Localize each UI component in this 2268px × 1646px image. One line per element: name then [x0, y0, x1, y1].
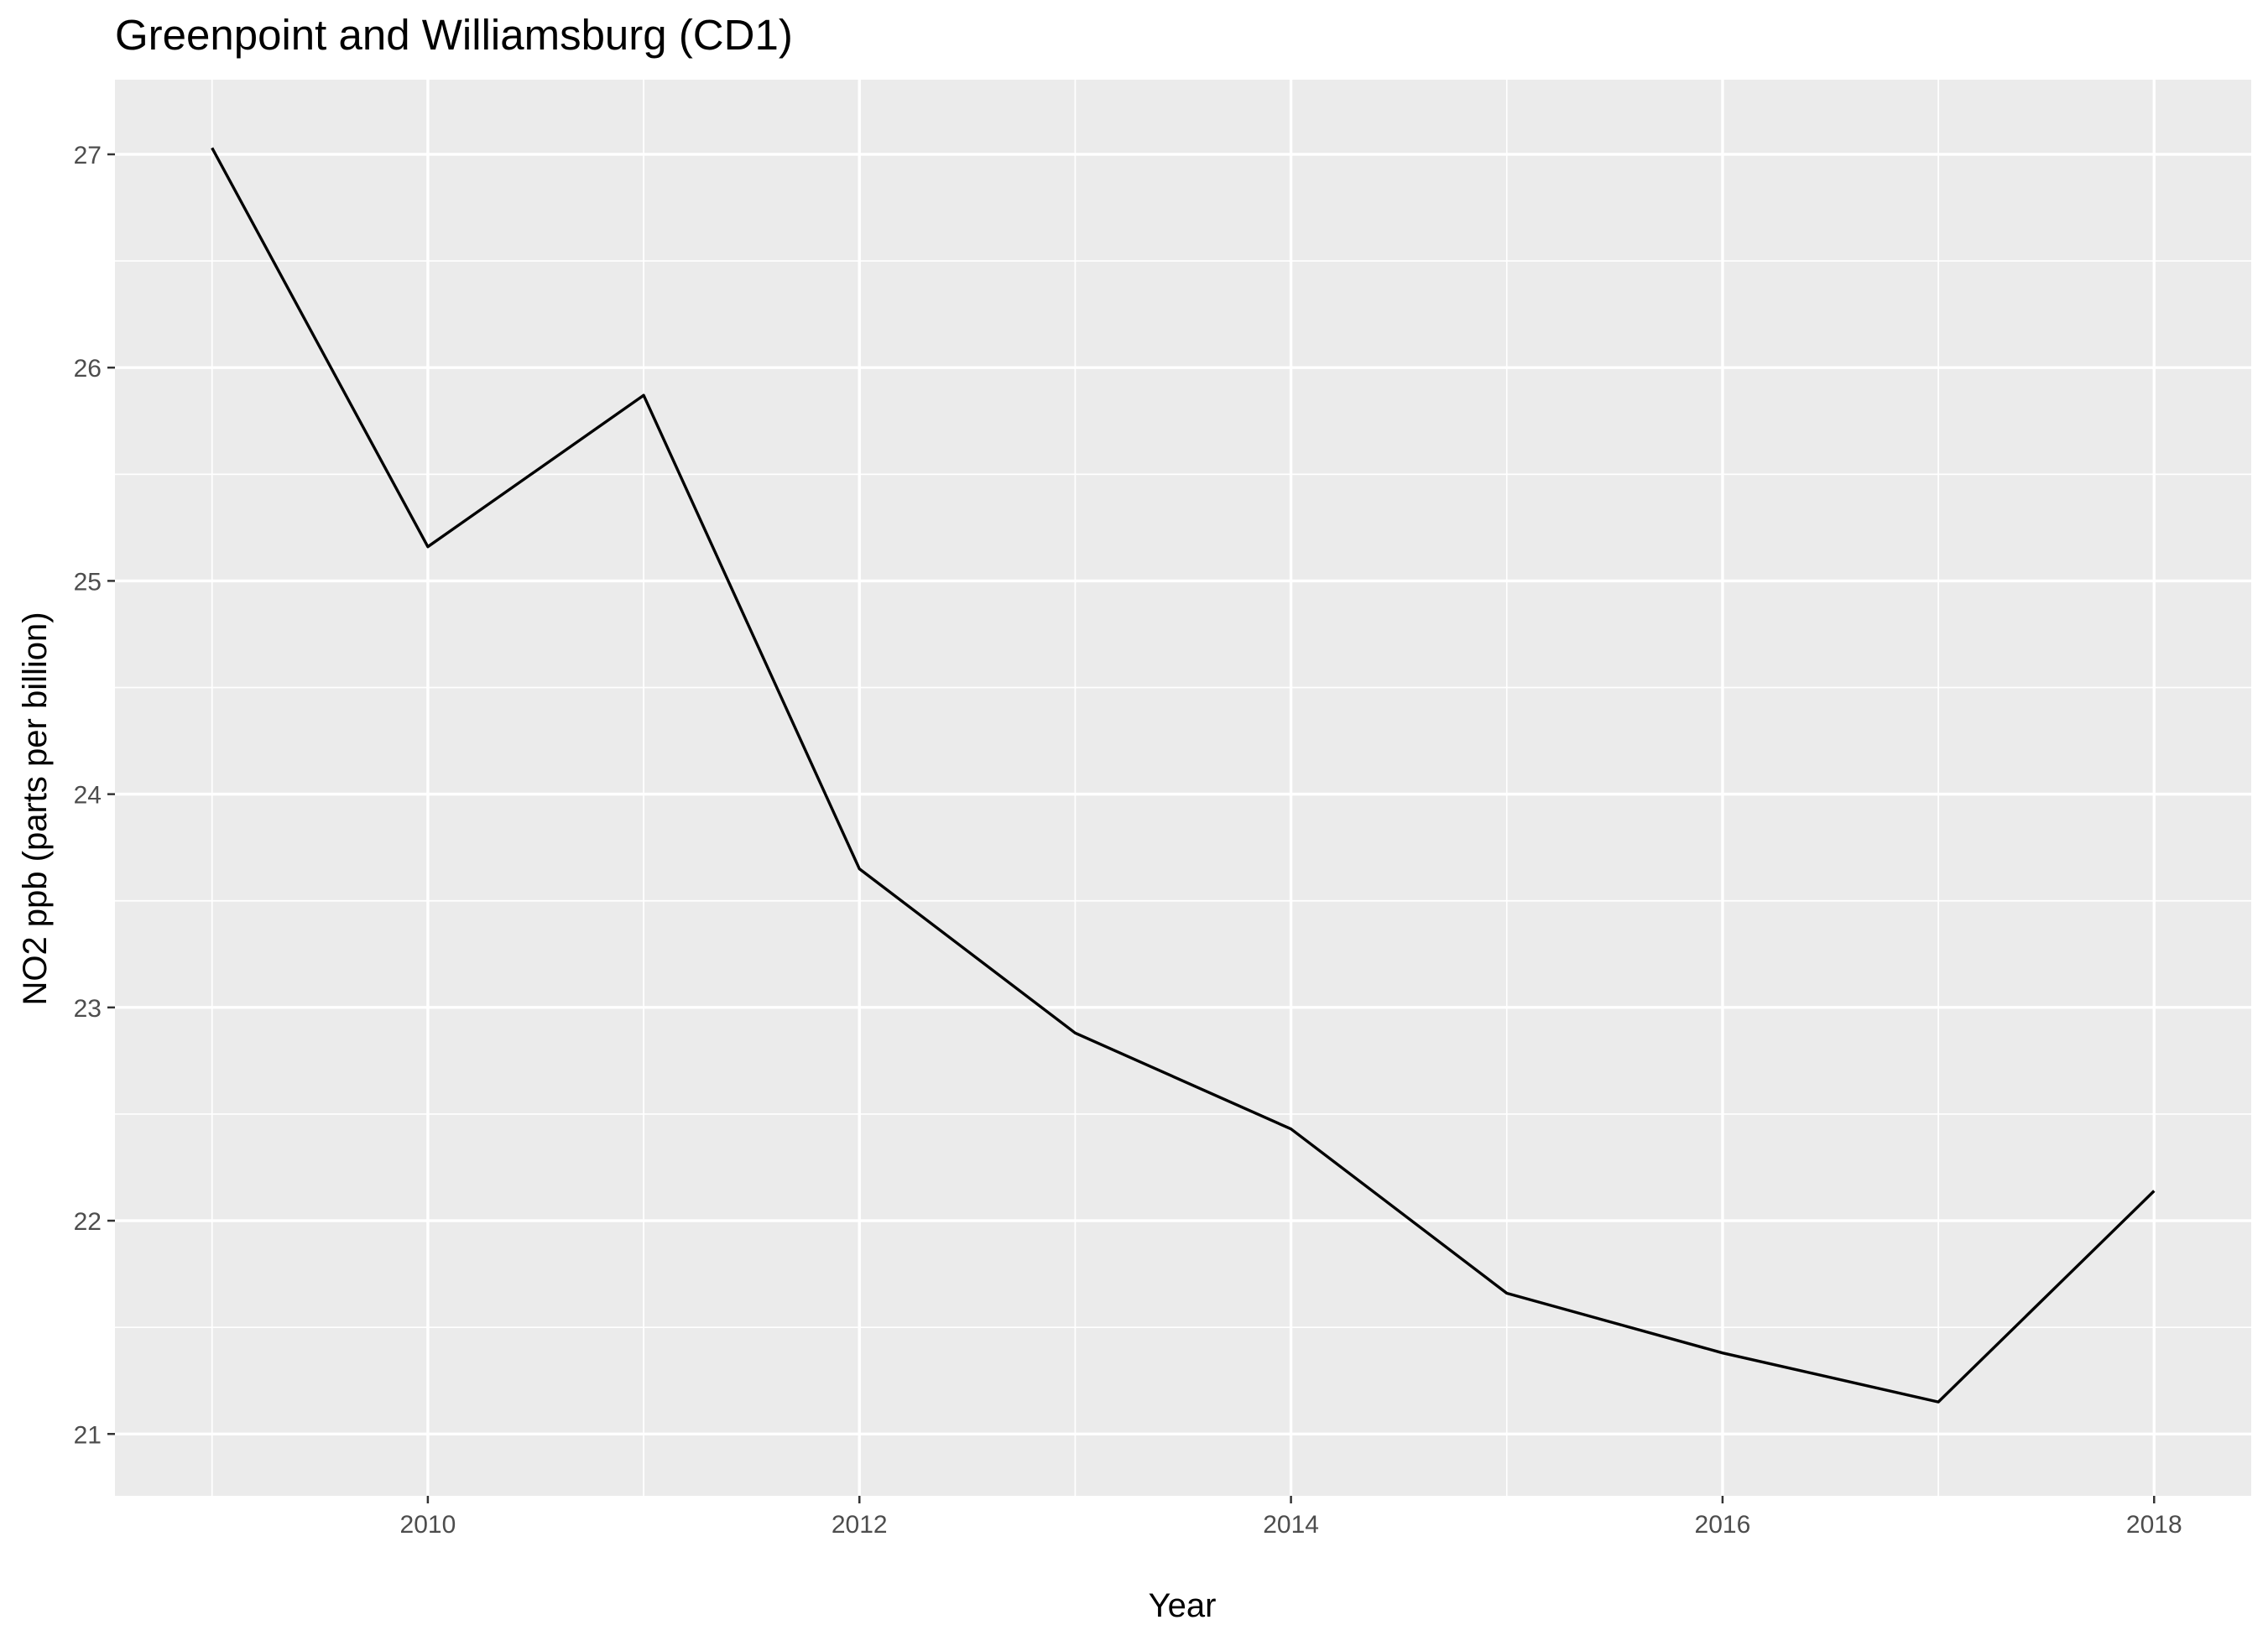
minor-gridlines	[115, 80, 2251, 1496]
x-tick-label: 2016	[1695, 1511, 1751, 1539]
plot-panel	[115, 80, 2251, 1496]
y-tick-label: 21	[74, 1421, 102, 1449]
no2-series-line	[211, 147, 2156, 1404]
y-tick-label: 25	[74, 568, 102, 596]
y-tick-label: 27	[74, 142, 102, 169]
y-axis-title: NO2 ppb (parts per billion)	[17, 612, 54, 1005]
y-tick-label: 24	[74, 782, 102, 810]
x-tick-label: 2014	[1263, 1511, 1319, 1539]
x-tick-label: 2018	[2126, 1511, 2182, 1539]
y-tick-label: 22	[74, 1208, 102, 1236]
major-gridlines	[115, 80, 2251, 1496]
x-axis-title: Year	[1149, 1587, 1217, 1624]
y-tick-label: 23	[74, 995, 102, 1023]
x-tick-label: 2010	[400, 1511, 456, 1539]
x-axis: 2010 2012 2014 2016 2018	[400, 1496, 2182, 1539]
chart-title: Greenpoint and Williamsburg (CD1)	[115, 11, 793, 59]
y-tick-label: 26	[74, 355, 102, 383]
x-tick-label: 2012	[832, 1511, 888, 1539]
y-axis: 21 22 23 24 25 26 27	[74, 142, 115, 1449]
